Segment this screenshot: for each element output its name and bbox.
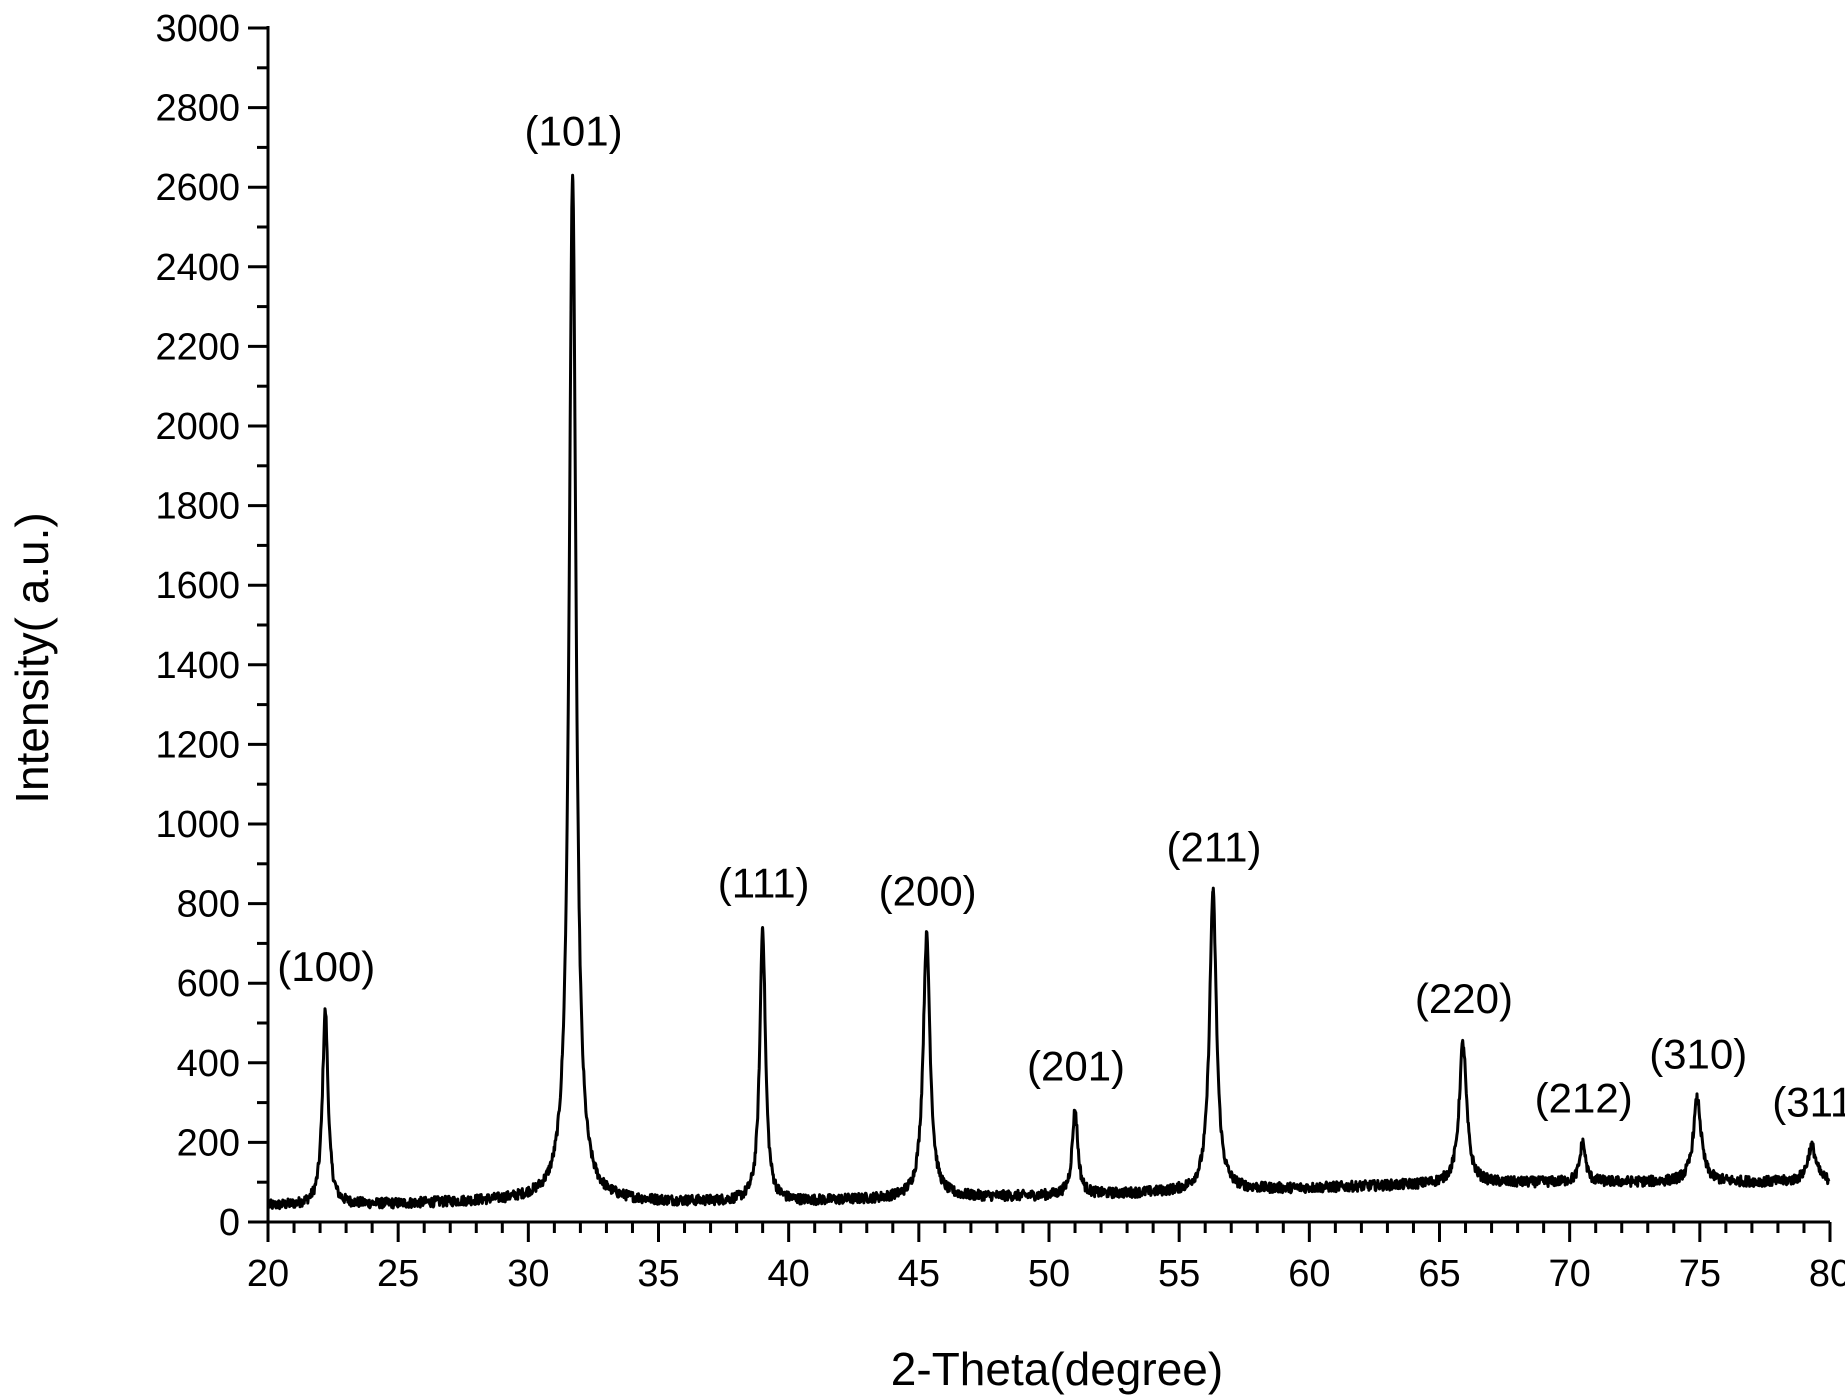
x-ticks: 20 25 30 35 40 45 50 55 60 65 70 75 80 bbox=[247, 1222, 1845, 1295]
x-tick-label: 40 bbox=[768, 1253, 810, 1295]
y-tick-label: 1000 bbox=[155, 804, 240, 846]
x-tick-label: 75 bbox=[1679, 1253, 1721, 1295]
y-tick-label: 800 bbox=[177, 884, 240, 926]
x-tick-label: 45 bbox=[898, 1253, 940, 1295]
y-tick-label: 200 bbox=[177, 1122, 240, 1164]
x-tick-label: 70 bbox=[1549, 1253, 1591, 1295]
y-tick-label: 2400 bbox=[155, 247, 240, 289]
x-axis-title: 2-Theta(degree) bbox=[891, 1343, 1223, 1395]
y-tick-label: 2000 bbox=[155, 406, 240, 448]
x-tick-label: 30 bbox=[507, 1253, 549, 1295]
peak-labels: (100) (101) (111) (200) (201) (211) (220) (212)… bbox=[277, 107, 1845, 1125]
x-tick-label: 55 bbox=[1158, 1253, 1200, 1295]
x-tick-label: 20 bbox=[247, 1253, 289, 1295]
peak-label: (311 bbox=[1772, 1078, 1845, 1125]
peak-label: (200) bbox=[879, 867, 977, 914]
y-tick-label: 1400 bbox=[155, 645, 240, 687]
y-tick-label: 2800 bbox=[155, 88, 240, 130]
y-tick-label: 2200 bbox=[155, 326, 240, 368]
y-tick-label: 3000 bbox=[155, 8, 240, 50]
peak-label: (211) bbox=[1167, 824, 1262, 871]
x-tick-label: 80 bbox=[1809, 1253, 1845, 1295]
y-ticks: 0 200 400 600 800 1000 1200 1400 1600 1800 2000 220… bbox=[155, 8, 268, 1244]
peak-label: (101) bbox=[525, 107, 623, 154]
peak-label: (220) bbox=[1415, 975, 1513, 1022]
y-tick-label: 1800 bbox=[155, 486, 240, 528]
plot-area bbox=[267, 173, 1831, 1211]
y-tick-label: 1200 bbox=[155, 724, 240, 766]
xrd-pattern-line bbox=[267, 173, 1831, 1211]
y-tick-label: 1600 bbox=[155, 565, 240, 607]
x-tick-label: 35 bbox=[637, 1253, 679, 1295]
x-tick-label: 50 bbox=[1028, 1253, 1070, 1295]
peak-label: (310) bbox=[1649, 1031, 1747, 1078]
x-tick-label: 60 bbox=[1288, 1253, 1330, 1295]
y-tick-label: 400 bbox=[177, 1043, 240, 1085]
y-tick-label: 0 bbox=[219, 1202, 240, 1244]
peak-label: (100) bbox=[277, 943, 375, 990]
y-tick-label: 600 bbox=[177, 963, 240, 1005]
y-axis-title: Intensity( a.u.) bbox=[6, 512, 58, 803]
peak-label: (212) bbox=[1535, 1074, 1633, 1121]
peak-label: (111) bbox=[718, 859, 810, 906]
y-tick-label: 2600 bbox=[155, 167, 240, 209]
x-tick-label: 25 bbox=[377, 1253, 419, 1295]
peak-label: (201) bbox=[1027, 1043, 1125, 1090]
x-tick-label: 65 bbox=[1418, 1253, 1460, 1295]
